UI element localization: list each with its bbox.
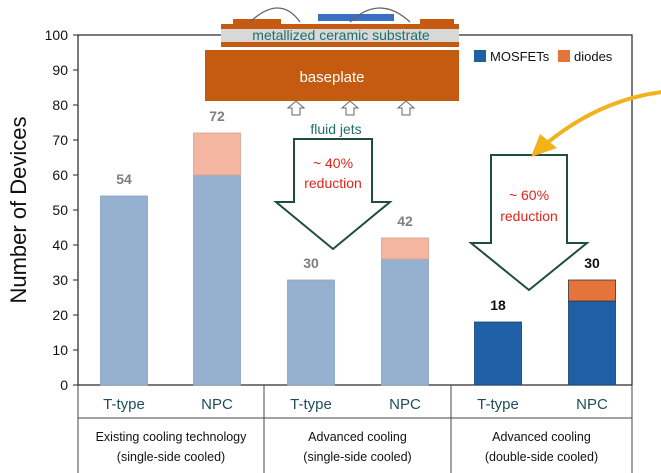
bar-total-labels: 54 72 30 42 18 30 bbox=[116, 108, 600, 313]
x-category-label-5: NPC bbox=[576, 396, 608, 413]
bottom-copper-layer bbox=[221, 42, 459, 47]
bar-total-label-4: 18 bbox=[490, 297, 506, 313]
y-tick-label: 80 bbox=[52, 97, 68, 113]
bar-mosfets-4 bbox=[474, 321, 522, 386]
y-axis-label: Number of Devices bbox=[6, 116, 31, 303]
callout-arrow bbox=[545, 90, 661, 145]
y-tick-label: 20 bbox=[52, 307, 68, 323]
bond-wires bbox=[249, 7, 411, 23]
substrate-layer bbox=[221, 29, 459, 42]
y-tick-label: 40 bbox=[52, 237, 68, 253]
group-label-line1-2: Advanced cooling bbox=[492, 430, 591, 444]
baseplate-label: baseplate bbox=[299, 69, 364, 86]
legend-label-diodes: diodes bbox=[574, 49, 613, 64]
reduction-60-value: ~ 60% bbox=[509, 187, 549, 203]
bar-mosfets-0 bbox=[100, 195, 148, 386]
chip-left bbox=[233, 19, 281, 25]
y-tick-label: 100 bbox=[45, 27, 69, 43]
chip-right bbox=[420, 19, 454, 25]
y-tick-label: 50 bbox=[52, 202, 68, 218]
fluid-jets-label: fluid jets bbox=[310, 121, 361, 137]
x-category-label-2: T-type bbox=[290, 396, 332, 413]
bar-diodes-3 bbox=[381, 237, 429, 260]
bar-total-label-0: 54 bbox=[116, 171, 132, 187]
bar-total-label-5: 30 bbox=[584, 255, 600, 271]
bar-mosfets-3 bbox=[381, 258, 429, 386]
y-tick-label: 0 bbox=[60, 377, 68, 393]
jet-arrow-3 bbox=[396, 100, 416, 116]
substrate-label: metallized ceramic substrate bbox=[252, 27, 430, 43]
legend: MOSFETs diodes bbox=[474, 49, 613, 64]
baseplate bbox=[205, 50, 459, 101]
x-category-label-1: NPC bbox=[201, 396, 233, 413]
group-label-line2-0: (single-side cooled) bbox=[117, 450, 225, 464]
bar-total-label-1: 72 bbox=[209, 108, 225, 124]
bar-total-label-3: 42 bbox=[397, 213, 413, 229]
x-category-label-4: T-type bbox=[477, 396, 519, 413]
jet-arrow-1 bbox=[286, 100, 306, 116]
x-category-label-3: NPC bbox=[389, 396, 421, 413]
bar-mosfets-5 bbox=[568, 300, 616, 386]
legend-swatch-mosfets bbox=[474, 50, 486, 62]
reduction-40-value: ~ 40% bbox=[313, 155, 353, 171]
x-axis-categories: T-type NPC T-type NPC T-type NPC Existing cool… bbox=[77, 385, 633, 473]
jet-arrow-2 bbox=[340, 100, 360, 116]
bar-diodes-5 bbox=[568, 279, 616, 302]
y-tick-label: 10 bbox=[52, 342, 68, 358]
group-label-line1-0: Existing cooling technology bbox=[96, 430, 248, 444]
x-category-label-0: T-type bbox=[103, 396, 145, 413]
y-tick-label: 90 bbox=[52, 62, 68, 78]
bar-mosfets-2 bbox=[287, 279, 335, 386]
group-label-line2-1: (single-side cooled) bbox=[303, 450, 411, 464]
callout-arrowhead bbox=[531, 134, 557, 157]
y-tick-label: 30 bbox=[52, 272, 68, 288]
reduction-arrow-40 bbox=[273, 138, 393, 251]
y-tick-label: 70 bbox=[52, 132, 68, 148]
bar-mosfets-1 bbox=[193, 174, 241, 386]
bars bbox=[100, 132, 616, 386]
reduction-60-label: reduction bbox=[500, 208, 558, 224]
cooling-illustration: metallized ceramic substrate baseplate f… bbox=[205, 7, 459, 137]
reduction-40-label: reduction bbox=[304, 175, 362, 191]
top-copper-layer bbox=[221, 24, 459, 29]
group-label-line2-2: (double-side cooled) bbox=[485, 450, 598, 464]
group-label-line1-1: Advanced cooling bbox=[308, 430, 407, 444]
reduction-arrow-60 bbox=[468, 154, 590, 292]
y-tick-label: 60 bbox=[52, 167, 68, 183]
bar-total-label-2: 30 bbox=[303, 255, 319, 271]
y-axis-ticks: 0 10 20 30 40 50 60 70 80 90 100 bbox=[45, 27, 78, 393]
legend-swatch-diodes bbox=[558, 50, 570, 62]
legend-label-mosfets: MOSFETs bbox=[490, 49, 550, 64]
bar-diodes-1 bbox=[193, 132, 241, 176]
